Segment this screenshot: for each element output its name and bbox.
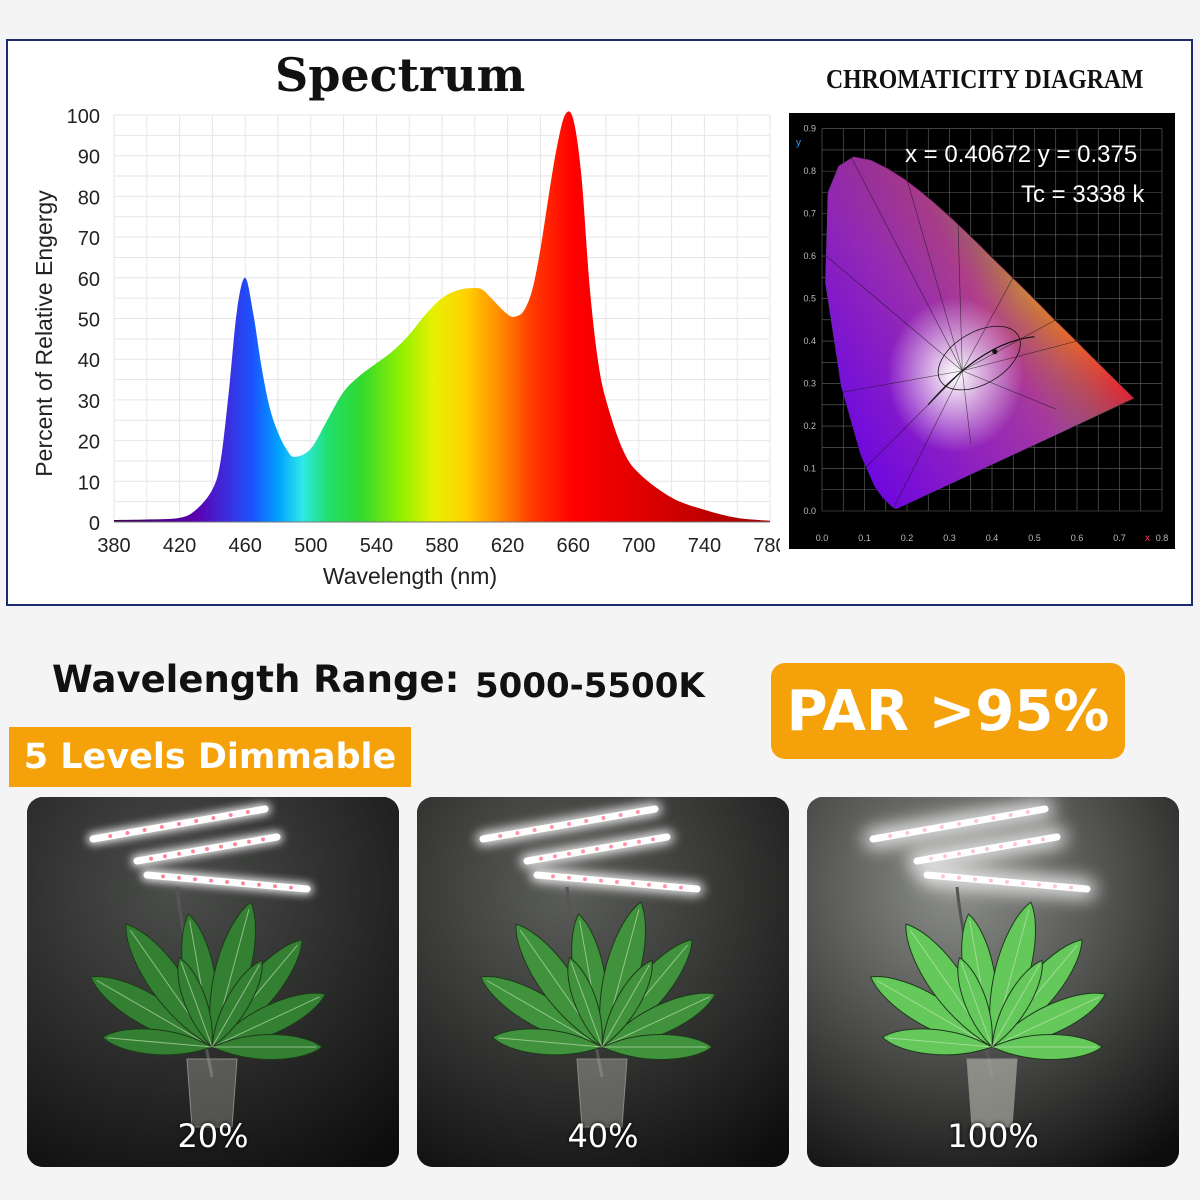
- cie-y-tick: 0.7: [803, 209, 816, 219]
- dimmable-badge: 5 Levels Dimmable: [9, 727, 411, 787]
- photo-dim-40: 40%: [417, 797, 789, 1167]
- photo-label: 100%: [947, 1117, 1039, 1155]
- plant-leaf: [990, 1034, 1103, 1060]
- planckian-locus: [927, 336, 1035, 406]
- cie-x-tick: 0.8: [1156, 533, 1169, 543]
- light-bar: [923, 871, 1091, 893]
- x-tick-label: 660: [557, 535, 590, 557]
- grow-light-photo: [807, 797, 1179, 1167]
- photo-label: 40%: [567, 1117, 639, 1155]
- x-axis-label: Wavelength (nm): [323, 563, 497, 589]
- cie-y-letter: y: [796, 138, 801, 149]
- y-tick-label: 70: [78, 228, 100, 250]
- wavelength-range-value: 5000-5500K: [475, 666, 705, 706]
- cie-y-tick: 0.3: [803, 379, 816, 389]
- cie-y-tick: 0.4: [803, 336, 816, 346]
- x-tick-label: 380: [97, 535, 130, 557]
- cie-y-tick: 0.0: [803, 506, 816, 516]
- cie-y-tick: 0.6: [803, 251, 816, 261]
- plant-leaf: [881, 1028, 994, 1056]
- cie-y-tick: 0.9: [803, 124, 816, 134]
- cie-y-tick: 0.8: [803, 166, 816, 176]
- plant-pot: [576, 1058, 628, 1128]
- x-tick-label: 420: [163, 535, 196, 557]
- x-tick-label: 540: [360, 535, 393, 557]
- grow-light-photo: [27, 797, 399, 1167]
- x-tick-label: 700: [622, 535, 655, 557]
- y-tick-label: 30: [78, 391, 100, 413]
- spectrum-area: [114, 111, 770, 522]
- y-axis-label: Percent of Relative Engergy: [31, 190, 57, 477]
- y-tick-label: 40: [78, 350, 100, 372]
- y-tick-label: 10: [78, 472, 100, 494]
- chromaticity-diagram: 0.0 0.1 0.2 0.3 0.4 0.5 0.6 0.7 0.8 0.9 0.8 0.7 0.6 0…: [789, 113, 1175, 549]
- x-tick-label: 500: [294, 535, 327, 557]
- cie-x-tick: 0.3: [943, 533, 956, 543]
- spectrum-title: Spectrum: [275, 48, 526, 102]
- cie-x-tick: 0.6: [1071, 533, 1084, 543]
- cie-y-tick: 0.5: [803, 294, 816, 304]
- light-bar: [913, 833, 1061, 865]
- wavelength-range-label: Wavelength Range:: [52, 658, 460, 701]
- plant-leaf: [491, 1028, 604, 1056]
- y-tick-label: 100: [67, 106, 100, 128]
- plant-leaf: [957, 956, 993, 1049]
- y-tick-label: 60: [78, 269, 100, 291]
- cie-x-letter: x: [1145, 533, 1150, 544]
- grow-light-photo: [417, 797, 789, 1167]
- y-tick-label: 20: [78, 432, 100, 454]
- cie-x-tick: 0.5: [1028, 533, 1041, 543]
- y-tick-label: 0: [89, 513, 100, 535]
- chromaticity-coordinates: x = 0.40672 y = 0.375: [905, 141, 1138, 168]
- plant-leaf: [177, 956, 213, 1049]
- plant-leaf: [991, 959, 1043, 1049]
- x-tick-label: 620: [491, 535, 524, 557]
- cie-y-tick: 0.2: [803, 421, 816, 431]
- y-tick-label: 50: [78, 310, 100, 332]
- cie-x-tick: 0.2: [901, 533, 914, 543]
- cie-x-tick: 0.1: [858, 533, 871, 543]
- chromaticity-title: CHROMATICITY DIAGRAM: [826, 64, 1144, 94]
- y-tick-label: 80: [78, 187, 100, 209]
- plant-leaf: [211, 959, 263, 1049]
- chromaticity-plot: 0.0 0.1 0.2 0.3 0.4 0.5 0.6 0.7 0.8 0.9 0.8 0.7 0.6 0…: [796, 124, 1169, 544]
- plant-leaf: [101, 1028, 214, 1056]
- x-tick-label: 580: [425, 535, 458, 557]
- cie-x-tick: 0.7: [1113, 533, 1126, 543]
- cie-x-tick: 0.4: [986, 533, 999, 543]
- plant-pot: [186, 1058, 238, 1128]
- photo-label: 20%: [177, 1117, 249, 1155]
- color-temperature: Tc = 3338 k: [1021, 181, 1145, 208]
- photo-dim-20: 20%: [27, 797, 399, 1167]
- cie-x-tick: 0.0: [816, 533, 829, 543]
- plant-pot: [966, 1058, 1018, 1128]
- par-badge: PAR >95%: [771, 663, 1125, 759]
- x-tick-label: 460: [229, 535, 262, 557]
- light-bar: [869, 805, 1049, 843]
- plant-leaf: [567, 956, 603, 1049]
- photo-dim-100: 100%: [807, 797, 1179, 1167]
- y-tick-label: 90: [78, 147, 100, 169]
- chromaticity-point: [992, 349, 998, 355]
- cie-y-tick: 0.1: [803, 464, 816, 474]
- plant-leaf: [601, 959, 653, 1049]
- x-tick-label: 740: [688, 535, 721, 557]
- plant-leaf: [210, 1034, 323, 1060]
- spectrum-chart: 380 420 460 500 540 580 620 660 700 740 780 0 10 20 30…: [31, 106, 780, 589]
- x-tick-label: 780: [753, 535, 780, 557]
- plant-leaf: [600, 1034, 713, 1060]
